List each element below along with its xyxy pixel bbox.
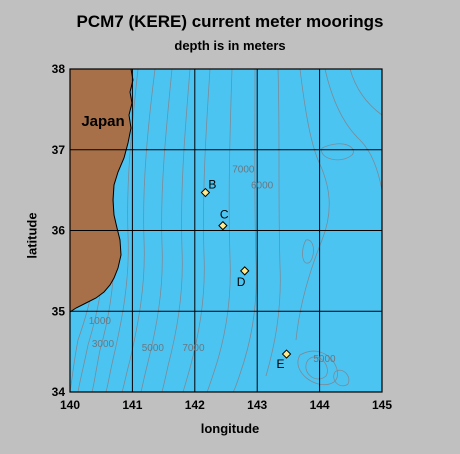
depth-contour-label: 1000	[89, 316, 112, 327]
y-tick-label: 37	[52, 143, 66, 157]
x-tick-label: 140	[60, 398, 80, 412]
map-title: PCM7 (KERE) current meter moorings	[76, 12, 384, 31]
y-tick-label: 36	[52, 224, 66, 238]
x-tick-label: 142	[185, 398, 205, 412]
mooring-label-b: B	[208, 178, 216, 192]
y-tick-label: 38	[52, 62, 66, 76]
y-axis-label: latitude	[24, 212, 40, 259]
depth-contour-label: 7000	[182, 343, 205, 354]
mooring-marker-e[interactable]	[281, 349, 292, 359]
x-axis-label: longitude	[200, 421, 260, 436]
depth-contour-label: 5000	[142, 343, 165, 354]
mooring-marker-d[interactable]	[240, 266, 250, 276]
map-subtitle: depth is in meters	[174, 38, 286, 53]
mooring-marker-b[interactable]	[200, 187, 211, 198]
mooring-marker-c[interactable]	[218, 220, 228, 231]
x-tick-label: 145	[372, 398, 392, 412]
depth-contours	[69, 68, 383, 393]
y-tick-label: 34	[52, 385, 66, 399]
x-tick-label: 143	[247, 398, 267, 412]
y-tick-label: 35	[52, 304, 66, 318]
map-frame	[69, 68, 383, 393]
x-tick-label: 144	[310, 398, 330, 412]
depth-contour-label: 7000	[232, 164, 255, 175]
depth-contour-label: 5000	[313, 354, 336, 365]
grid-lines	[70, 69, 382, 392]
land-label: Japan	[81, 113, 124, 130]
x-tick-label: 141	[122, 398, 142, 412]
mooring-label-e: E	[277, 357, 285, 371]
mooring-label-c: C	[220, 208, 229, 222]
mooring-label-d: D	[237, 275, 246, 289]
depth-contour-label: 3000	[92, 339, 115, 350]
depth-contour-label: 6000	[251, 181, 274, 192]
